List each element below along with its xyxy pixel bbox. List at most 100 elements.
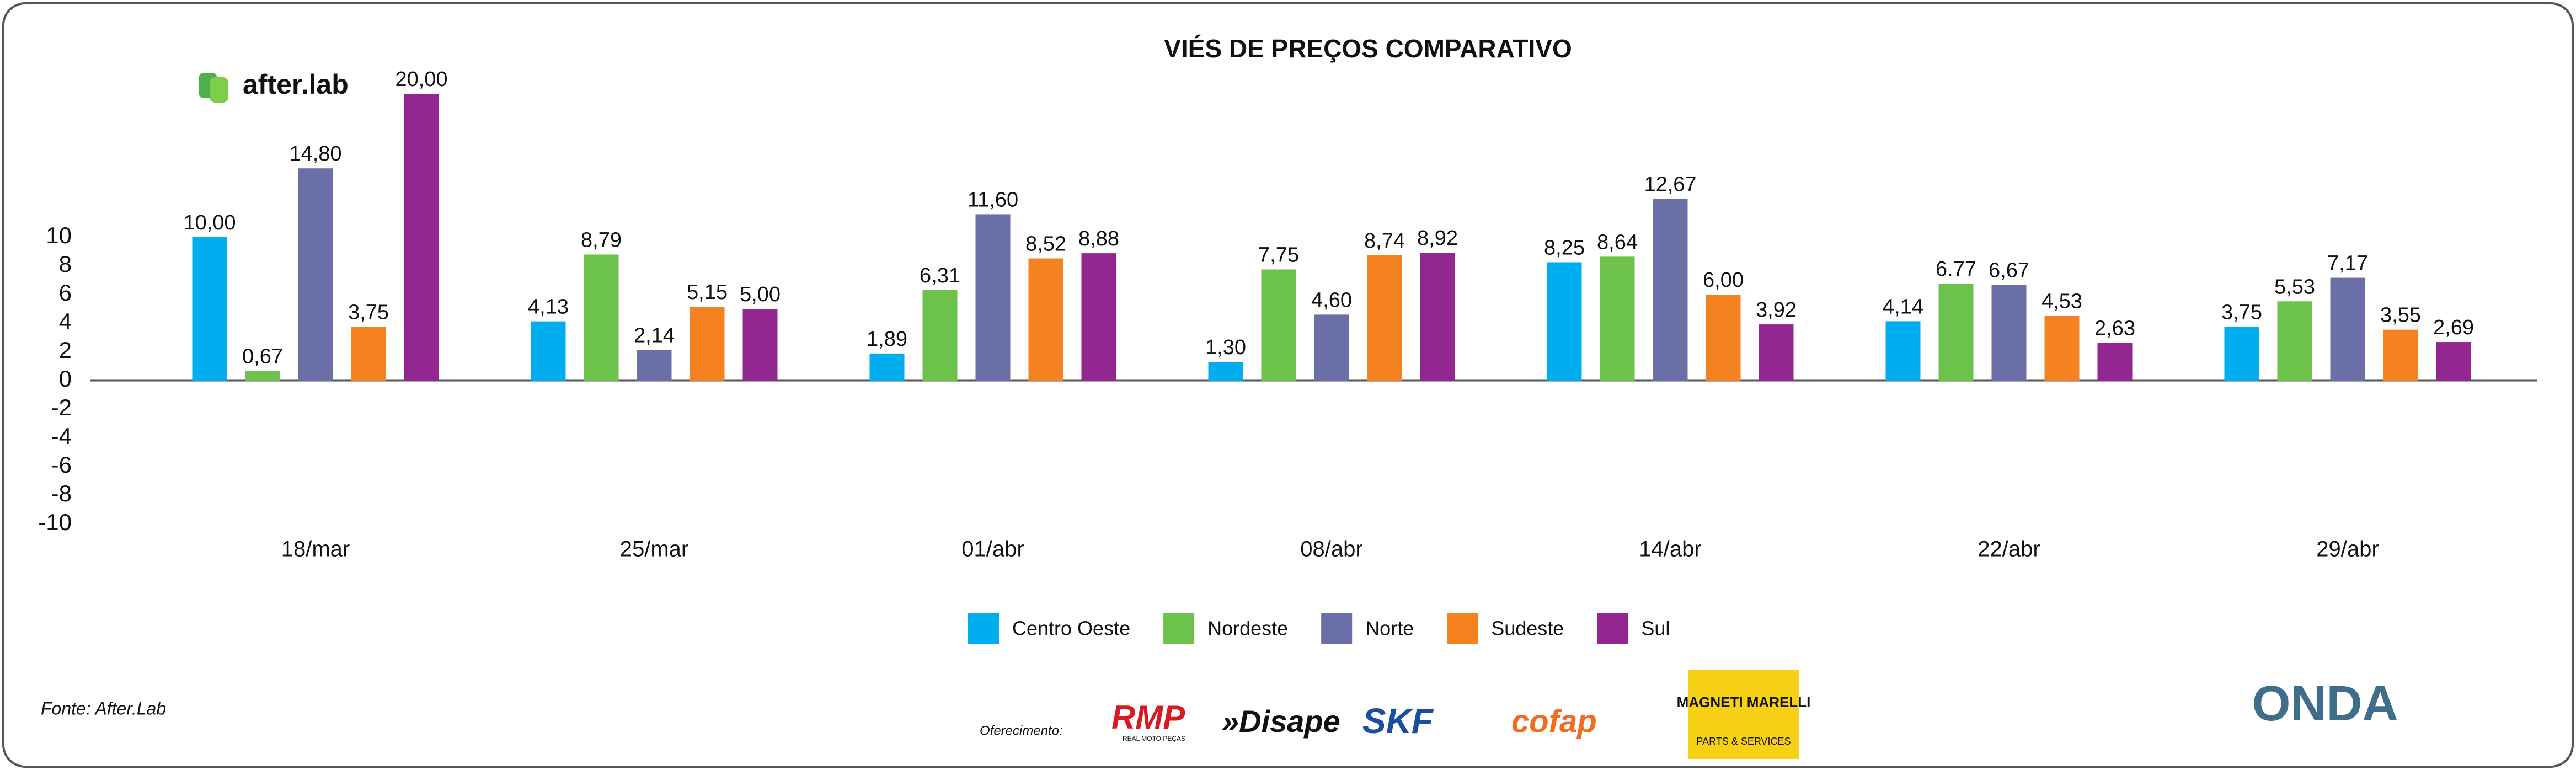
x-tick-label: 18/mar: [281, 537, 350, 562]
sponsors-label: Oferecimento:: [980, 723, 1063, 738]
sponsor: SKF: [1362, 701, 1434, 741]
sponsors: RMP REAL MOTO PEÇAS »Disape SKF cofap MA…: [1111, 670, 2398, 759]
legend-swatch: [1447, 613, 1478, 644]
value-label: 8,92: [1417, 227, 1458, 250]
x-tick-label: 14/abr: [1639, 537, 1701, 562]
bar: [584, 254, 619, 381]
logo-icon: [210, 77, 228, 103]
value-label: 8,79: [581, 228, 622, 252]
bar: [975, 214, 1011, 381]
x-tick-label: 22/abr: [1978, 537, 2040, 562]
y-tick-label: -2: [51, 394, 72, 420]
x-tick-label: 01/abr: [961, 537, 1024, 562]
value-label: 4,14: [1883, 295, 1923, 318]
y-tick-label: 6: [59, 280, 72, 306]
bar: [1653, 199, 1688, 381]
source: Fonte: After.Lab: [41, 698, 166, 718]
bar: [245, 371, 280, 381]
value-label: 2,14: [634, 324, 675, 347]
value-label: 8,64: [1597, 231, 1638, 254]
value-label: 5,15: [687, 281, 728, 304]
bar: [1081, 253, 1116, 381]
sponsor: REAL MOTO PEÇAS: [1123, 735, 1185, 742]
x-tick-label: 08/abr: [1300, 537, 1362, 562]
x-tick-label: 25/mar: [620, 537, 689, 562]
bar: [742, 309, 778, 381]
y-tick-label: 2: [59, 337, 72, 363]
bar: [2383, 329, 2418, 381]
y-tick-label: -6: [51, 452, 72, 478]
value-label: 8,88: [1078, 227, 1119, 250]
value-label: 8,52: [1025, 233, 1066, 256]
y-tick-label: 0: [59, 366, 72, 392]
legend-swatch: [1597, 613, 1628, 644]
bar: [690, 307, 725, 381]
value-label: 4,60: [1311, 288, 1352, 312]
value-label: 10,00: [183, 211, 236, 234]
logo-text: after.lab: [243, 69, 349, 100]
legend-label: Centro Oeste: [1012, 617, 1130, 640]
value-label: 3,55: [2380, 304, 2421, 327]
bar: [1885, 321, 1921, 381]
bar: [1028, 258, 1063, 381]
bar: [2224, 327, 2259, 381]
value-label: 7,17: [2327, 252, 2368, 275]
bar: [637, 350, 672, 381]
value-label: 5,00: [740, 283, 781, 306]
sponsor: cofap: [1511, 703, 1597, 739]
legend-swatch: [968, 613, 999, 644]
y-tick-label: -8: [51, 480, 72, 506]
value-label: 14,80: [289, 142, 341, 165]
bar: [1208, 362, 1243, 381]
value-label: 11,60: [968, 188, 1018, 211]
bar: [1759, 324, 1794, 381]
bar: [2044, 316, 2080, 381]
y-tick-label: 4: [59, 308, 72, 334]
value-label: 8,25: [1544, 237, 1585, 260]
logo: after.lab: [199, 69, 349, 103]
legend-label: Norte: [1365, 617, 1414, 640]
value-label: 2,69: [2433, 316, 2474, 339]
value-label: 3,75: [348, 301, 389, 324]
value-label: 3,75: [2221, 301, 2262, 324]
value-label: 6,00: [1703, 269, 1744, 292]
bar: [1314, 314, 1349, 381]
value-label: 1,89: [867, 328, 907, 351]
value-label: 6.77: [1936, 258, 1976, 281]
sponsor: ONDA: [2252, 676, 2398, 731]
y-tick-label: 8: [59, 251, 72, 277]
value-label: 0,67: [242, 345, 283, 368]
bar: [1261, 269, 1296, 381]
sponsor-box: [1688, 670, 1799, 759]
bar: [2277, 301, 2312, 381]
value-label: 6,31: [920, 264, 960, 287]
value-label: 2,63: [2094, 317, 2135, 340]
bar: [404, 94, 439, 381]
sponsor: RMP: [1111, 699, 1185, 736]
y-tick-label: -4: [51, 423, 72, 449]
y-tick-label: 10: [46, 222, 72, 248]
bar: [869, 353, 905, 381]
x-tick-label: 29/abr: [2316, 537, 2379, 562]
bar: [2097, 343, 2133, 381]
bar: [2436, 342, 2471, 381]
bar: [1938, 283, 1974, 381]
bar: [298, 168, 333, 381]
value-label: 5,53: [2274, 275, 2315, 298]
value-label: 8,74: [1364, 229, 1405, 253]
value-label: 4,53: [2041, 290, 2082, 313]
bar: [351, 327, 386, 381]
value-label: 12,67: [1644, 173, 1696, 196]
bar: [1420, 253, 1455, 381]
bar: [192, 237, 227, 381]
bar: [922, 290, 958, 381]
bar: [1706, 295, 1741, 381]
value-label: 1,30: [1205, 336, 1246, 359]
value-label: 3,92: [1756, 298, 1797, 322]
bar: [1547, 262, 1582, 381]
bar: [1367, 255, 1402, 381]
value-label: 7,75: [1258, 244, 1299, 267]
